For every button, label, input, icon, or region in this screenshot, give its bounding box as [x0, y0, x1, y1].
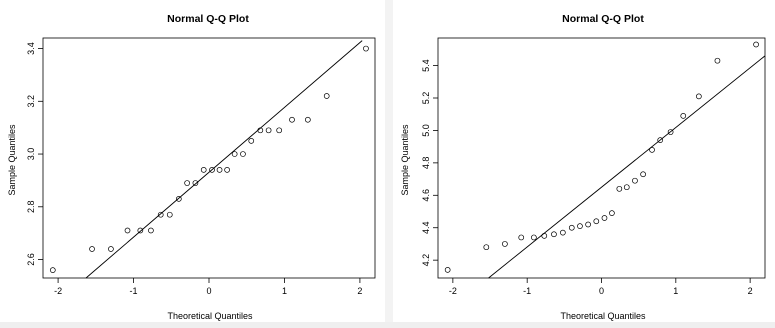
data-point: [551, 231, 557, 238]
data-point: [609, 210, 615, 216]
data-point: [148, 227, 154, 234]
data-point: [304, 116, 311, 123]
data-point: [89, 246, 95, 252]
x-tick-label: 1: [282, 286, 287, 296]
data-point: [265, 127, 272, 134]
data-point: [200, 167, 207, 173]
x-tick-label: 2: [357, 286, 362, 296]
data-point: [363, 45, 369, 52]
data-point: [231, 151, 238, 157]
y-tick-label: 2.8: [26, 201, 36, 214]
qq-plot-right: Normal Q-Q Plot Theoretical Quantiles Sa…: [393, 0, 775, 322]
data-point: [209, 167, 215, 173]
data-point: [753, 41, 759, 48]
y-tick-label: 3.4: [26, 42, 36, 55]
data-point: [216, 167, 223, 173]
data-point: [714, 57, 721, 64]
chart-title: Normal Q-Q Plot: [562, 13, 644, 25]
bottom-strip: [0, 322, 775, 328]
plot-frame: [42, 37, 376, 279]
data-point: [49, 267, 56, 273]
data-point: [518, 234, 525, 241]
x-tick-label: -2: [449, 286, 457, 296]
data-point: [184, 180, 190, 186]
data-point: [593, 218, 600, 225]
data-point: [541, 232, 548, 239]
data-point: [276, 127, 283, 134]
data-point: [585, 221, 591, 228]
y-tick-label: 5.4: [421, 59, 431, 72]
data-point: [568, 224, 575, 231]
data-point: [257, 127, 264, 134]
data-point: [531, 234, 537, 241]
y-tick-label: 3.0: [26, 148, 36, 161]
data-point: [632, 177, 638, 184]
y-tick-label: 3.2: [26, 95, 36, 108]
data-point: [444, 267, 451, 273]
data-point: [696, 93, 702, 100]
data-point: [601, 215, 608, 221]
x-tick-label: -2: [54, 286, 62, 296]
data-point: [616, 185, 623, 192]
data-point: [240, 151, 246, 157]
data-point: [248, 138, 255, 144]
qq-plot-right-svg: Normal Q-Q Plot Theoretical Quantiles Sa…: [400, 13, 766, 321]
x-tick-label: 1: [673, 286, 678, 296]
data-point: [560, 229, 566, 236]
y-tick-label: 5.0: [421, 124, 431, 137]
data-point: [137, 227, 144, 234]
data-point: [157, 211, 164, 218]
data-point: [623, 184, 630, 191]
data-point: [680, 112, 687, 119]
data-point: [192, 180, 199, 186]
y-tick-label: 4.6: [421, 189, 431, 202]
y-axis-title: Sample Quantiles: [7, 124, 17, 196]
x-tick-label: -1: [130, 286, 138, 296]
data-point: [124, 227, 131, 234]
data-point: [577, 223, 583, 229]
data-point: [640, 171, 646, 178]
y-tick-label: 4.2: [421, 254, 431, 267]
y-tick-label: 2.6: [26, 253, 36, 266]
x-tick-label: -1: [523, 286, 531, 296]
data-point: [483, 244, 490, 251]
x-axis-title: Theoretical Quantiles: [560, 311, 646, 321]
data-point: [289, 116, 295, 123]
x-axis-title: Theoretical Quantiles: [167, 311, 253, 321]
data-point: [502, 241, 508, 247]
x-tick-label: 0: [206, 286, 211, 296]
data-point: [649, 147, 655, 153]
y-tick-label: 4.4: [421, 221, 431, 234]
data-point: [166, 211, 173, 218]
chart-title: Normal Q-Q Plot: [167, 13, 249, 25]
data-point: [108, 246, 114, 252]
x-tick-label: 0: [599, 286, 604, 296]
data-point: [175, 196, 182, 202]
qq-reference-line: [488, 55, 766, 279]
x-tick-label: 2: [748, 286, 753, 296]
data-point: [657, 137, 664, 144]
y-axis-title: Sample Quantiles: [400, 124, 410, 196]
qq-plot-left: Normal Q-Q Plot Theoretical Quantiles Sa…: [0, 0, 385, 322]
y-tick-label: 4.8: [421, 157, 431, 170]
qq-reference-line: [85, 40, 363, 279]
plot-frame: [437, 37, 766, 279]
data-point: [667, 129, 674, 135]
panel-gutter: [385, 0, 393, 322]
y-tick-label: 5.2: [421, 92, 431, 105]
data-point: [323, 93, 330, 99]
qq-plot-left-svg: Normal Q-Q Plot Theoretical Quantiles Sa…: [7, 13, 376, 321]
data-point: [224, 167, 230, 173]
